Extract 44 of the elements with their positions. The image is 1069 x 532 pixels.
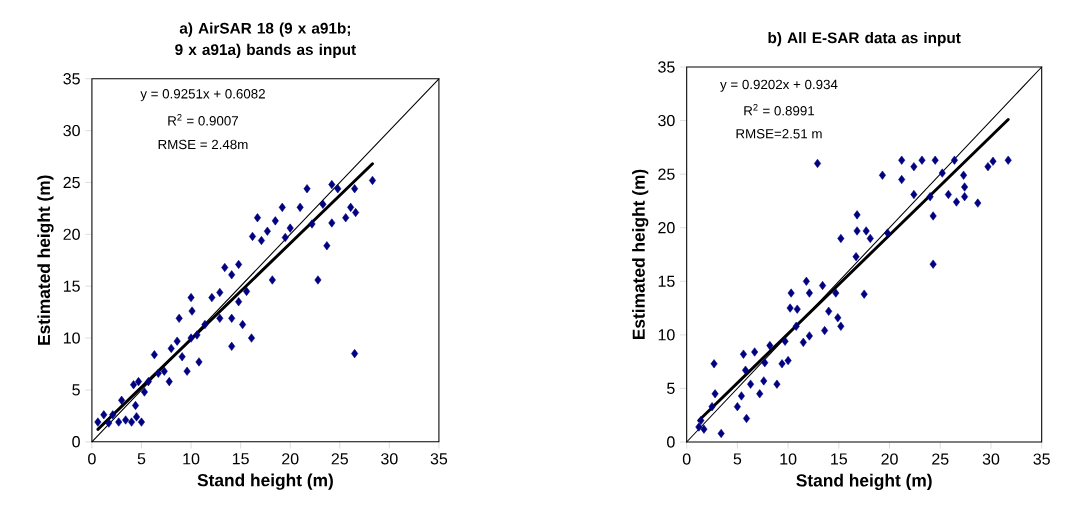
x-tick-label: 35 bbox=[1033, 453, 1050, 465]
x-tick-label: 10 bbox=[183, 453, 200, 465]
x-tick-label: 15 bbox=[232, 453, 249, 465]
y-tick-label: 20 bbox=[658, 222, 675, 234]
x-tick-label: 30 bbox=[982, 453, 1000, 465]
y-tick-label: 10 bbox=[63, 332, 80, 344]
y-tick-label: 15 bbox=[658, 275, 675, 287]
y-tick-label: 15 bbox=[63, 280, 80, 292]
x-tick-label: 10 bbox=[780, 453, 797, 465]
annotation: RMSE = 2.48m bbox=[158, 139, 248, 150]
y-tick-label: 0 bbox=[72, 436, 80, 448]
x-tick-label: 15 bbox=[831, 453, 848, 465]
x-axis-title: Stand height (m) bbox=[796, 473, 932, 491]
annotation: y = 0.9202x + 0.934 bbox=[720, 79, 838, 92]
y-tick-label: 0 bbox=[667, 436, 675, 448]
x-tick-label: 0 bbox=[88, 453, 96, 465]
y-tick-label: 5 bbox=[72, 384, 80, 396]
x-tick-label: 5 bbox=[137, 453, 146, 465]
y-tick-label: 35 bbox=[63, 73, 80, 85]
x-tick-label: 30 bbox=[381, 453, 398, 465]
x-tick-label: 0 bbox=[682, 453, 691, 465]
y-tick-label: 25 bbox=[658, 168, 675, 180]
x-tick-label: 25 bbox=[932, 453, 949, 465]
y-tick-label: 10 bbox=[658, 329, 675, 341]
x-tick-label: 35 bbox=[430, 453, 448, 465]
y-tick-label: 30 bbox=[658, 114, 675, 127]
y-tick-label: 30 bbox=[63, 124, 80, 137]
chart-title: b) All E-SAR data as input bbox=[768, 32, 961, 47]
x-tick-label: 5 bbox=[733, 453, 742, 465]
chart-title: a) AirSAR 18 (9 x a91b; 9 x a91a) bands as input bbox=[175, 22, 356, 59]
annotation: y = 0.9251x + 0.6082 bbox=[140, 89, 265, 102]
annotation: R$^{2}$ = 0.9007 bbox=[168, 114, 238, 126]
y-tick-label: 20 bbox=[63, 228, 80, 240]
annotation: RMSE=2.51 m bbox=[736, 129, 822, 139]
x-tick-label: 20 bbox=[282, 453, 299, 465]
y-axis-title: Estimated height (m) bbox=[632, 169, 649, 340]
y-tick-label: 25 bbox=[63, 176, 80, 189]
x-axis-title: Stand height (m) bbox=[197, 473, 333, 490]
y-tick-label: 5 bbox=[667, 382, 675, 394]
y-axis-title: Estimated height (m) bbox=[37, 175, 54, 345]
y-tick-label: 35 bbox=[658, 61, 675, 73]
x-tick-label: 20 bbox=[881, 453, 898, 465]
x-tick-label: 25 bbox=[331, 453, 348, 465]
annotation: R$^{2}$ = 0.8991 bbox=[744, 104, 815, 116]
